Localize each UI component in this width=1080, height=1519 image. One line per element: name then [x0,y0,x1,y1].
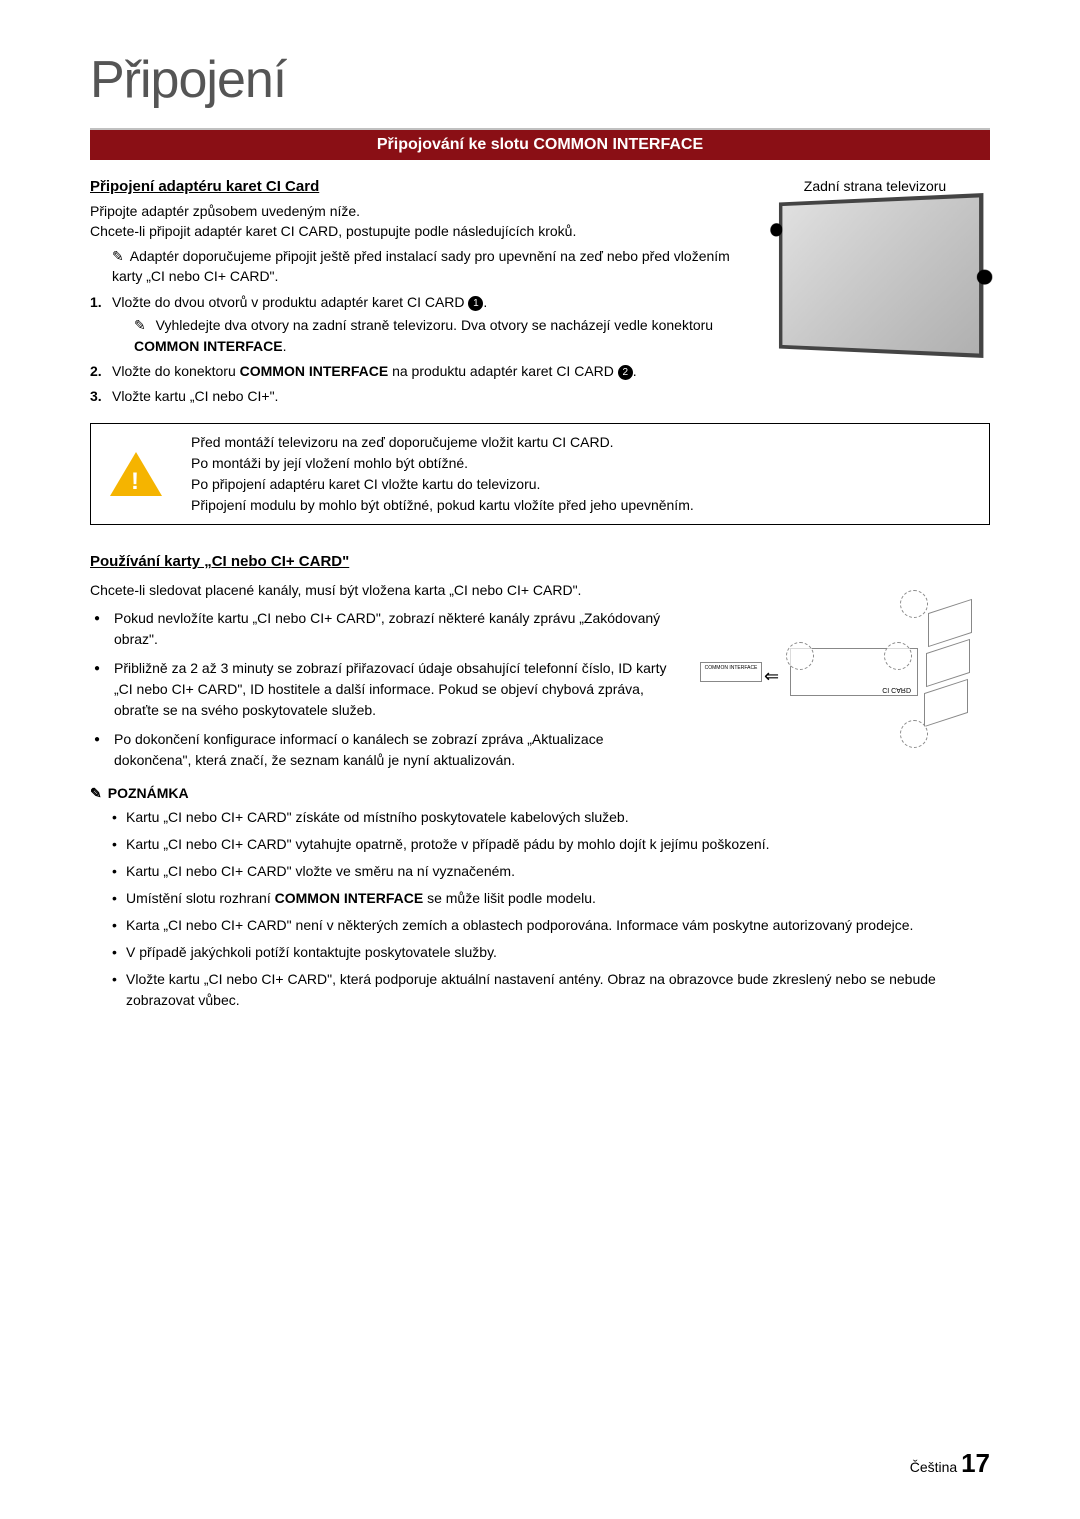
warning-icon-cell [91,424,181,524]
dashed-circle [900,590,928,618]
warning-line-2: Po montáži by její vložení mohlo být obt… [191,453,979,474]
usage-heading: Používání karty „CI nebo CI+ CARD" [90,553,990,570]
intro-line-2: Chcete-li připojit adaptér karet CI CARD… [90,221,742,241]
ci-adapter-heading: Připojení adaptéru karet CI Card [90,178,742,195]
step-2-text-b: na produktu adaptér karet CI CARD [388,363,618,379]
note-item-4: Umístění slotu rozhraní COMMON INTERFACE… [112,888,990,909]
usage-bullet-1: Pokud nevložíte kartu „CI nebo CI+ CARD"… [90,608,682,650]
hand-note-1: Adaptér doporučujeme připojit ještě před… [90,246,742,287]
note-item-7: Vložte kartu „CI nebo CI+ CARD", která p… [112,969,990,1011]
note-item-3: Kartu „CI nebo CI+ CARD" vložte ve směru… [112,861,990,882]
language-label: Čeština [910,1459,957,1475]
dashed-circle [884,642,912,670]
page-number: 17 [961,1448,990,1478]
notes-label: POZNÁMKA [90,785,189,801]
usage-flex: Chcete-li sledovat placené kanály, musí … [90,576,990,779]
top-block: Připojení adaptéru karet CI Card Připojt… [90,178,990,411]
step-1-hand-bold: COMMON INTERFACE [134,338,283,354]
steps-list: Vložte do dvou otvorů v produktu adaptér… [90,292,742,407]
section-banner: Připojování ke slotu COMMON INTERFACE [90,128,990,160]
usage-section: Používání karty „CI nebo CI+ CARD" Chcet… [90,553,990,1011]
circled-2-icon: 2 [618,365,633,380]
step-2: Vložte do konektoru COMMON INTERFACE na … [90,361,742,382]
usage-bullets: Pokud nevložíte kartu „CI nebo CI+ CARD"… [90,608,682,771]
tv-back-diagram [779,193,984,358]
note-item-5: Karta „CI nebo CI+ CARD" není v některýc… [112,915,990,936]
tv-caption: Zadní strana televizoru [760,178,990,194]
tv-dot-1 [770,223,782,237]
step-2-bold: COMMON INTERFACE [240,363,389,379]
arrow-icon: ⇐ [764,666,779,687]
notes-block: POZNÁMKA Kartu „CI nebo CI+ CARD" získát… [90,785,990,1011]
usage-left: Chcete-li sledovat placené kanály, musí … [90,576,682,779]
step-1: Vložte do dvou otvorů v produktu adaptér… [90,292,742,357]
usage-bullet-3: Po dokončení konfigurace informací o kan… [90,729,682,771]
note-item-1: Kartu „CI nebo CI+ CARD" získáte od míst… [112,807,990,828]
page-footer: Čeština 17 [910,1448,990,1479]
top-left-column: Připojení adaptéru karet CI Card Připojt… [90,178,742,411]
warning-box: Před montáží televizoru na zeď doporučuj… [90,423,990,525]
step-1-text-b: . [483,294,487,310]
common-interface-slot-label: COMMON INTERFACE [700,662,762,682]
dashed-circle [900,720,928,748]
step-2-text-a: Vložte do konektoru [112,363,240,379]
note-item-2: Kartu „CI nebo CI+ CARD" vytahujte opatr… [112,834,990,855]
circled-1-icon: 1 [468,296,483,311]
usage-bullet-2: Přibližně za 2 až 3 minuty se zobrazí př… [90,658,682,721]
step-1-hand-note: Vyhledejte dva otvory na zadní straně te… [112,315,742,357]
slot-diagram: COMMON INTERFACE ⇐ CI CARD [700,590,980,750]
top-right-column: Zadní strana televizoru [760,178,990,411]
warning-line-3: Po připojení adaptéru karet CI vložte ka… [191,474,979,495]
step-1-text-a: Vložte do dvou otvorů v produktu adaptér… [112,294,468,310]
warning-line-4: Připojení modulu by mohlo být obtížné, p… [191,495,979,516]
ci-card-label: CI CARD [882,686,911,693]
note-item-6: V případě jakýchkoli potíží kontaktujte … [112,942,990,963]
dashed-circle [786,642,814,670]
warning-line-1: Před montáží televizoru na zeď doporučuj… [191,432,979,453]
card-stack-3d [924,600,974,740]
usage-right: COMMON INTERFACE ⇐ CI CARD [700,576,990,779]
usage-intro: Chcete-li sledovat placené kanály, musí … [90,580,682,600]
notes-list: Kartu „CI nebo CI+ CARD" získáte od míst… [90,807,990,1011]
intro-line-1: Připojte adaptér způsobem uvedeným níže. [90,201,742,221]
warning-text: Před montáží televizoru na zeď doporučuj… [181,424,989,524]
step-3: Vložte kartu „CI nebo CI+". [90,386,742,407]
stack-layer [924,679,968,727]
warning-triangle-icon [110,452,162,496]
page-title: Připojení [90,50,990,110]
step-1-hand-text: Vyhledejte dva otvory na zadní straně te… [156,317,713,333]
